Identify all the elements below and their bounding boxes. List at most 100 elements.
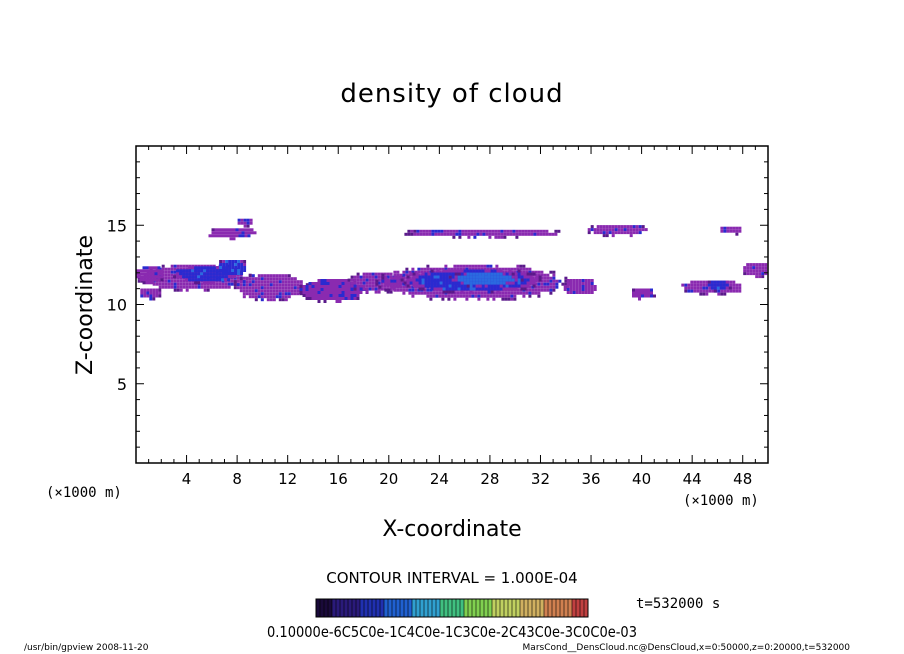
heatmap-cell (466, 269, 470, 273)
heatmap-cell (212, 272, 216, 276)
heatmap-cell (244, 228, 248, 232)
heatmap-cell (481, 287, 485, 291)
heatmap-cell (442, 287, 446, 291)
heatmap-cell (426, 291, 430, 295)
heatmap-cell (160, 275, 164, 279)
heatmap-cell (466, 284, 470, 288)
heatmap-cell (176, 264, 180, 268)
heatmap-cell (473, 229, 477, 233)
footer-right: MarsCond__DensCloud.nc@DensCloud,x=0:500… (523, 643, 851, 653)
colorbar-swatch (340, 599, 344, 617)
heatmap-cell (488, 229, 492, 233)
heatmap-cell (142, 275, 146, 279)
heatmap-cell (350, 291, 354, 294)
heatmap-cell (164, 282, 168, 286)
heatmap-cell (439, 278, 443, 282)
heatmap-cell (232, 237, 236, 241)
heatmap-cell (421, 278, 425, 282)
heatmap-cell (439, 281, 443, 285)
heatmap-cell (136, 272, 140, 276)
heatmap-cell (222, 272, 226, 275)
colorbar-swatch (500, 599, 504, 617)
heatmap-cell (488, 235, 492, 239)
heatmap-cell (418, 281, 422, 285)
heatmap-cell (693, 289, 697, 293)
heatmap-cell (182, 285, 186, 289)
heatmap-cell (423, 291, 427, 295)
heatmap-cell (526, 284, 530, 288)
heatmap-cell (419, 232, 423, 236)
heatmap-cell (236, 276, 240, 280)
heatmap-cell (356, 281, 360, 285)
heatmap-cell (413, 232, 417, 236)
heatmap-cell (311, 291, 315, 294)
heatmap-cell (569, 288, 573, 291)
heatmap-cell (469, 275, 473, 279)
heatmap-cell (287, 283, 291, 287)
heatmap-cell (176, 288, 180, 292)
heatmap-cell (605, 225, 609, 229)
heatmap-cell (427, 272, 431, 276)
colorbar-swatch (512, 599, 516, 617)
heatmap-cell (287, 277, 291, 281)
heatmap-cell (441, 294, 445, 298)
heatmap-cell (508, 272, 512, 276)
heatmap-cell (419, 229, 423, 233)
colorbar-swatch (540, 599, 544, 617)
heatmap-cell (443, 229, 447, 233)
heatmap-cell (699, 280, 703, 284)
heatmap-cell (176, 269, 180, 273)
heatmap-cell (257, 274, 261, 278)
heatmap-cell (242, 289, 246, 293)
heatmap-cell (520, 281, 524, 285)
heatmap-cell (403, 281, 407, 285)
heatmap-cell (341, 297, 345, 300)
heatmap-cell (137, 279, 141, 283)
heatmap-cell (417, 270, 421, 274)
heatmap-cell (226, 228, 230, 232)
heatmap-cell (152, 297, 156, 301)
heatmap-cell (454, 272, 458, 276)
heatmap-cell (476, 229, 480, 233)
heatmap-cell (517, 272, 521, 276)
heatmap-cell (179, 275, 183, 279)
heatmap-cell (411, 291, 415, 295)
heatmap-cell (441, 297, 445, 301)
heatmap-cell (236, 283, 240, 287)
heatmap-cell (428, 232, 432, 236)
heatmap-cell (214, 234, 218, 238)
heatmap-cell (260, 283, 264, 287)
heatmap-cell (146, 294, 150, 298)
heatmap-cell (485, 229, 489, 233)
heatmap-cell (593, 228, 597, 232)
heatmap-cell (329, 282, 333, 285)
heatmap-cell (453, 294, 457, 298)
colorbar-swatch (568, 599, 572, 617)
colorbar-swatch (328, 599, 332, 617)
heatmap-cell (402, 279, 406, 283)
heatmap-cell (477, 297, 481, 301)
heatmap-cell (462, 267, 466, 271)
heatmap-cell (281, 274, 285, 278)
heatmap-cell (549, 282, 553, 286)
heatmap-cell (314, 291, 318, 294)
heatmap-cell (142, 272, 146, 276)
heatmap-cell (287, 274, 291, 278)
heatmap-cell (537, 282, 541, 286)
heatmap-cell (251, 286, 255, 290)
heatmap-cell (720, 229, 724, 233)
heatmap-cell (390, 282, 394, 286)
heatmap-cell (540, 288, 544, 292)
heatmap-cell (433, 287, 437, 291)
colorbar-swatch (336, 599, 340, 617)
heatmap-cell (266, 289, 270, 293)
heatmap-cell (480, 267, 484, 271)
heatmap-cell (214, 231, 218, 235)
heatmap-cell (305, 294, 309, 297)
heatmap-cell (529, 278, 533, 282)
heatmap-cell (221, 275, 225, 279)
heatmap-cell (218, 272, 222, 276)
heatmap-cell (299, 288, 303, 291)
heatmap-cell (232, 228, 236, 232)
heatmap-cell (246, 218, 250, 222)
